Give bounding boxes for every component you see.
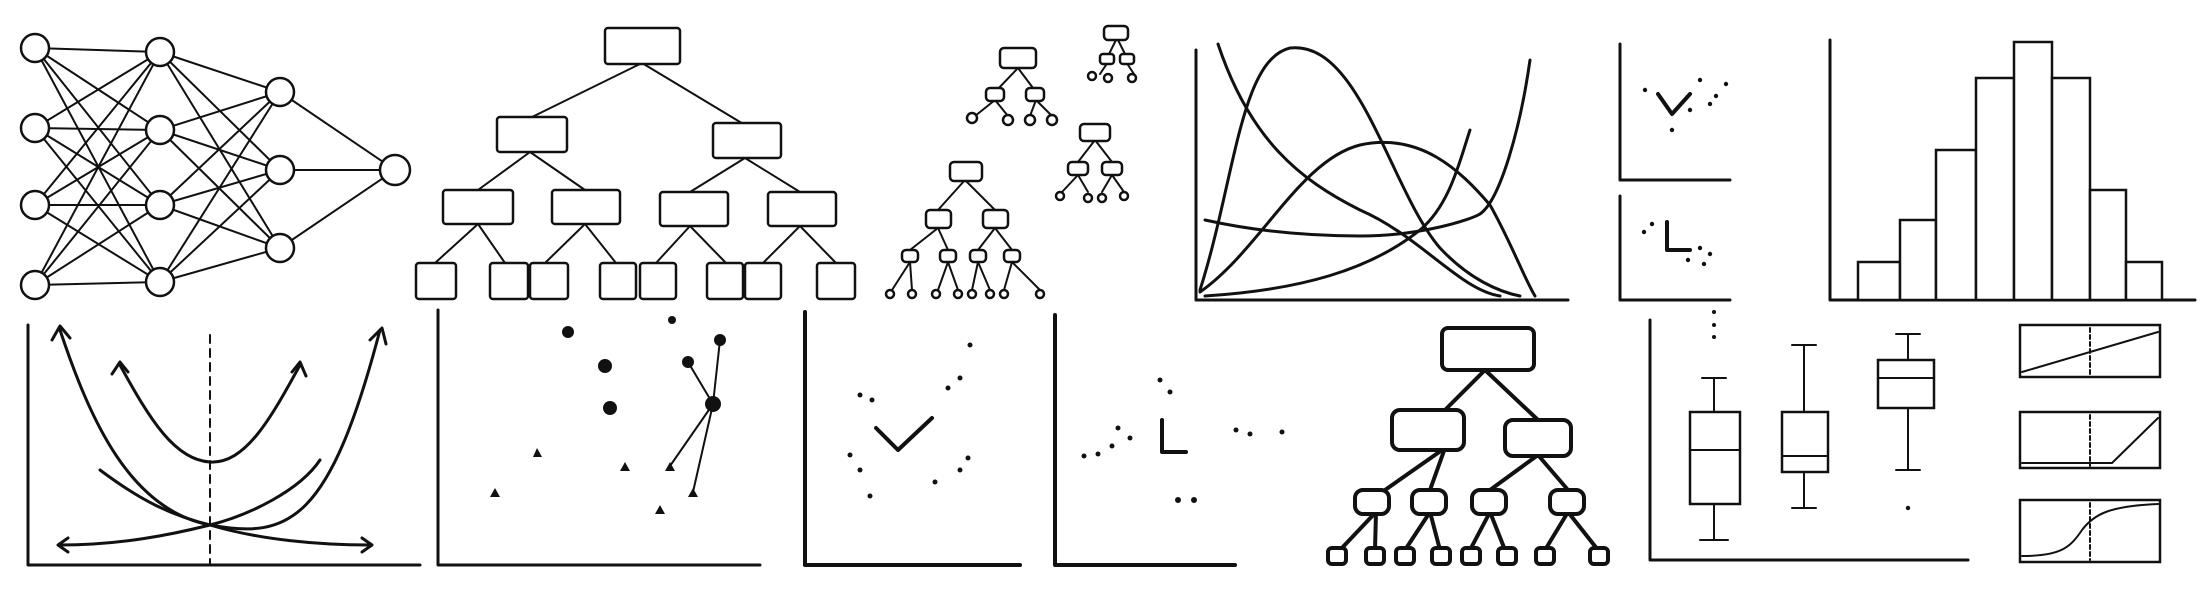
distribution-curves-panel xyxy=(1194,42,1570,302)
forest-tree xyxy=(884,160,1046,300)
neural-network-panel xyxy=(19,32,412,301)
boxplots-panel xyxy=(1648,310,1970,562)
knn-scatter-panel xyxy=(436,308,762,567)
activation-linear xyxy=(2018,323,2162,379)
boxplot xyxy=(1780,344,1830,509)
decision-tree-large-panel xyxy=(414,26,857,301)
scatter-dots xyxy=(1641,221,1713,267)
arrowheads xyxy=(50,324,388,554)
forest-tree xyxy=(965,46,1059,127)
scatter-dots xyxy=(1081,377,1285,503)
parabolas-panel xyxy=(26,323,422,567)
nn-connections xyxy=(34,47,396,286)
histogram-bars xyxy=(1856,40,2164,302)
circle-points xyxy=(562,316,726,415)
boxplot xyxy=(1688,310,1742,541)
neighbor-lines xyxy=(669,339,721,493)
decision-tree-bold-panel xyxy=(1326,326,1610,566)
triangle-points xyxy=(490,448,698,514)
svm-scatter-panel xyxy=(803,310,1022,567)
nn-nodes xyxy=(19,32,412,301)
scatter-dots xyxy=(1642,77,1729,133)
boxplot xyxy=(1876,333,1936,511)
forest-tree xyxy=(1086,24,1138,84)
activation-sigmoid xyxy=(2018,498,2162,564)
activation-functions-panel xyxy=(2018,323,2162,564)
activation-relu xyxy=(2018,410,2162,470)
histogram-panel xyxy=(1828,38,2197,302)
scatter-dots xyxy=(847,342,973,499)
random-forest-panel xyxy=(884,24,1138,300)
forest-tree xyxy=(1054,122,1130,204)
cluster-scatter-panel xyxy=(1053,313,1285,567)
mini-scatter-pair-panel xyxy=(1618,42,1732,302)
